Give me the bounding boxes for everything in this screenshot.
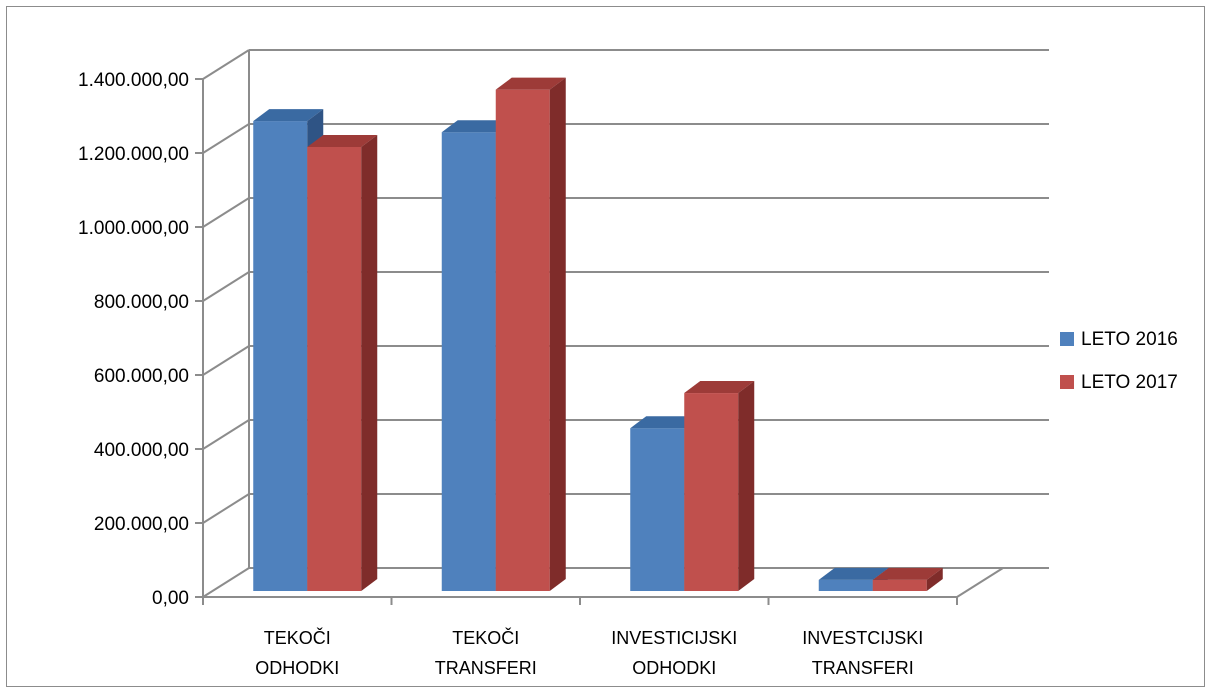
bar-front (441, 132, 496, 591)
gridline-depth (202, 419, 250, 450)
bar-top (630, 416, 701, 429)
bar-top (684, 381, 755, 394)
x-category-label: TRANSFERI (812, 658, 914, 678)
bar-front (253, 121, 308, 591)
bar-front (495, 89, 550, 592)
axes (195, 50, 1004, 605)
bar-chart: 0,00 200.000,00 400.000,00 600.000,00 800.00… (78, 49, 1178, 678)
gridline-depth (202, 345, 250, 376)
bar (495, 77, 566, 592)
y-tick-label: 400.000,00 (94, 440, 189, 461)
x-category-label: INVESTCIJSKI (802, 628, 923, 648)
legend: LETO 2016 LETO 2017 (1060, 329, 1178, 393)
bar-top (872, 567, 943, 580)
gridline-depth (202, 123, 250, 154)
legend-swatch (1060, 332, 1074, 346)
gridline-depth (202, 567, 250, 598)
legend-label: LETO 2016 (1081, 329, 1178, 350)
x-category-label: TEKOČI (264, 627, 331, 648)
x-category-label: TRANSFERI (435, 658, 537, 678)
legend-swatch (1060, 375, 1074, 389)
bar-side (549, 77, 566, 591)
bars (253, 77, 943, 592)
chart-area: 0,00 200.000,00 400.000,00 600.000,00 800.00… (6, 6, 1205, 687)
x-category-label: TEKOČI (452, 627, 519, 648)
bar-top (307, 135, 378, 147)
bar-top (253, 109, 324, 122)
gridline-depth (202, 49, 250, 80)
y-tick-label: 1.000.000,00 (78, 218, 189, 239)
gridline-depth (202, 197, 250, 228)
legend-label: LETO 2017 (1081, 372, 1178, 393)
x-category-labels: TEKOČI ODHODKI TEKOČI TRANSFERI INVESTICIJSK… (255, 627, 923, 678)
bar-front (630, 428, 685, 591)
y-tick-label: 1.200.000,00 (78, 144, 189, 165)
bar-side (361, 135, 378, 591)
x-category-label: ODHODKI (255, 658, 339, 678)
bar-side (926, 567, 943, 591)
y-tick-label: 200.000,00 (94, 514, 189, 535)
bar-top (818, 567, 889, 580)
x-category-label: ODHODKI (632, 658, 716, 678)
y-tick-label: 800.000,00 (94, 292, 189, 313)
bar-front (872, 579, 927, 591)
bar (307, 135, 378, 591)
gridline-depth (202, 493, 250, 524)
y-tick-labels: 0,00 200.000,00 400.000,00 600.000,00 800.00… (78, 70, 189, 609)
y-tick-label: 1.400.000,00 (78, 70, 189, 91)
bar (684, 381, 755, 591)
bar-top (495, 77, 566, 90)
gridline-depth (202, 271, 250, 302)
y-tick-label: 600.000,00 (94, 366, 189, 387)
floor-right-edge (956, 567, 1004, 598)
bar (872, 567, 943, 591)
x-category-label: INVESTICIJSKI (611, 628, 737, 648)
bar-front (818, 579, 873, 591)
bar-side (738, 381, 755, 591)
bar-front (307, 147, 362, 591)
bar-front (684, 393, 739, 591)
bar-top (441, 120, 512, 133)
y-tick-label: 0,00 (152, 588, 189, 609)
